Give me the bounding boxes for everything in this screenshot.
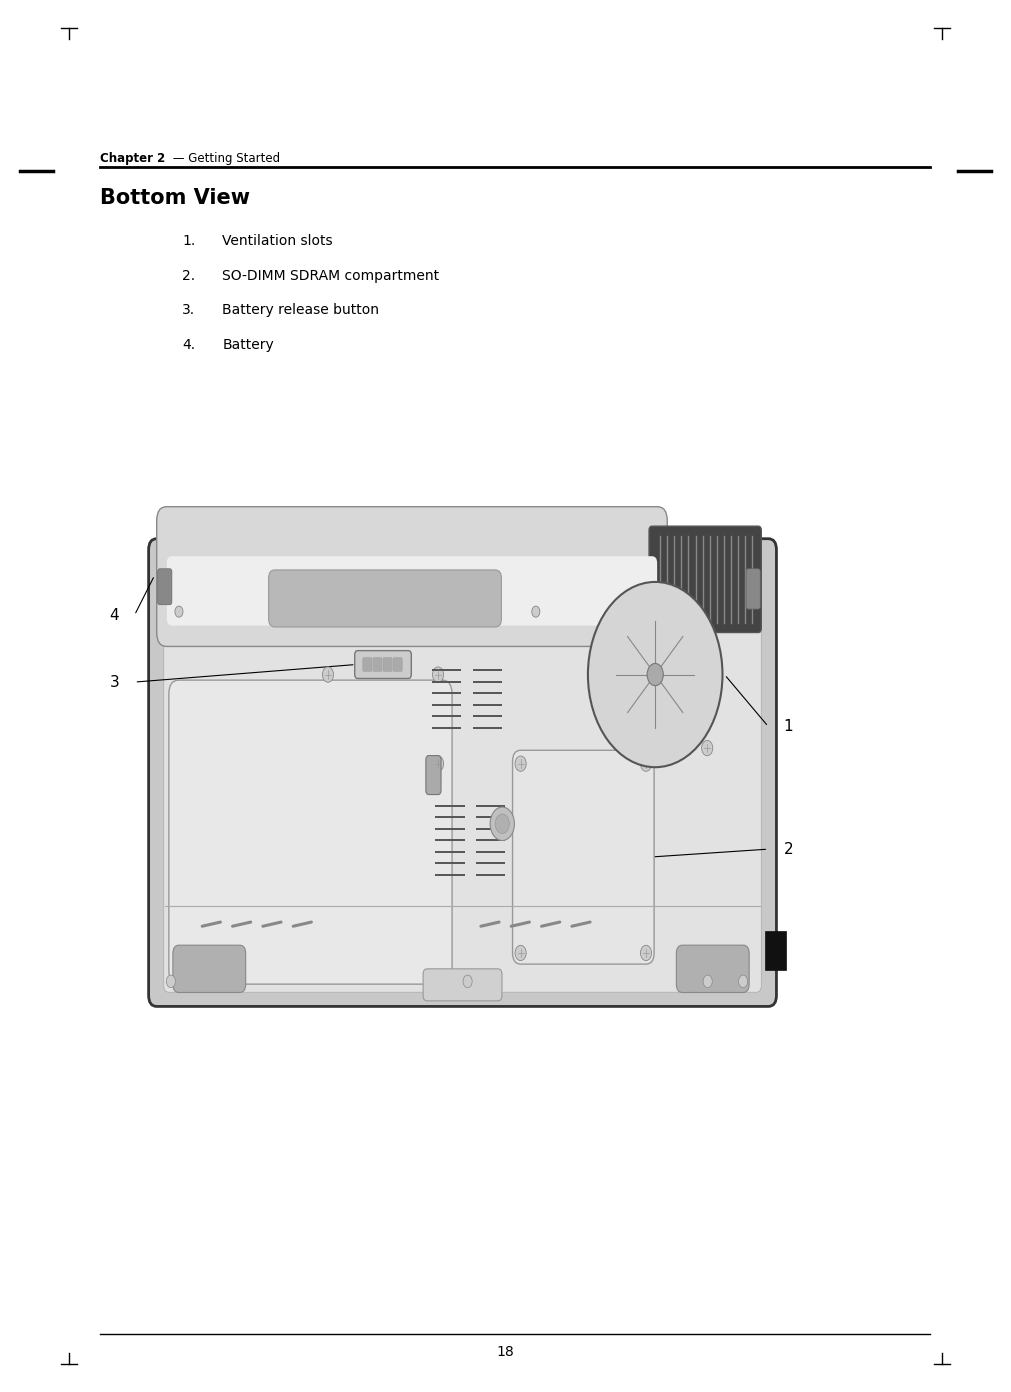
Circle shape — [601, 599, 711, 750]
FancyBboxPatch shape — [149, 539, 776, 1006]
Text: 3.: 3. — [182, 303, 195, 317]
Circle shape — [323, 667, 334, 682]
Circle shape — [175, 606, 183, 617]
Bar — [765, 931, 786, 970]
FancyBboxPatch shape — [355, 650, 411, 678]
Circle shape — [433, 667, 444, 682]
Circle shape — [490, 807, 515, 841]
Circle shape — [515, 945, 526, 960]
Circle shape — [738, 974, 747, 988]
FancyBboxPatch shape — [167, 557, 657, 625]
Text: 4: 4 — [109, 608, 119, 622]
FancyBboxPatch shape — [164, 558, 761, 992]
Circle shape — [532, 606, 540, 617]
Circle shape — [702, 741, 713, 756]
FancyBboxPatch shape — [158, 569, 172, 604]
Circle shape — [628, 741, 639, 756]
Text: 1.: 1. — [182, 234, 195, 248]
Text: Ventilation slots: Ventilation slots — [222, 234, 333, 248]
FancyBboxPatch shape — [363, 657, 372, 671]
Circle shape — [703, 974, 712, 988]
Circle shape — [166, 974, 176, 988]
Circle shape — [495, 814, 510, 834]
Text: Bottom View: Bottom View — [100, 188, 250, 207]
FancyBboxPatch shape — [169, 681, 452, 984]
Text: 2.: 2. — [182, 269, 195, 283]
Circle shape — [632, 642, 678, 707]
FancyBboxPatch shape — [373, 657, 382, 671]
Text: Battery: Battery — [222, 338, 274, 352]
FancyBboxPatch shape — [426, 756, 441, 795]
FancyBboxPatch shape — [269, 569, 501, 626]
Text: 4.: 4. — [182, 338, 195, 352]
Text: 3: 3 — [109, 675, 119, 689]
FancyBboxPatch shape — [383, 657, 392, 671]
Circle shape — [515, 756, 526, 771]
Text: SO-DIMM SDRAM compartment: SO-DIMM SDRAM compartment — [222, 269, 440, 283]
FancyBboxPatch shape — [157, 507, 667, 646]
FancyBboxPatch shape — [173, 945, 246, 992]
Text: Chapter 2: Chapter 2 — [100, 152, 166, 166]
Text: 2: 2 — [784, 842, 794, 856]
FancyBboxPatch shape — [649, 526, 761, 632]
Text: — Getting Started: — Getting Started — [169, 152, 280, 166]
Circle shape — [433, 756, 444, 771]
FancyBboxPatch shape — [746, 569, 760, 610]
Circle shape — [588, 582, 723, 767]
FancyBboxPatch shape — [423, 969, 501, 1001]
Text: 1: 1 — [784, 720, 794, 734]
Circle shape — [615, 619, 696, 731]
FancyBboxPatch shape — [513, 750, 654, 965]
FancyBboxPatch shape — [676, 945, 749, 992]
Text: Battery release button: Battery release button — [222, 303, 379, 317]
Circle shape — [641, 756, 652, 771]
Circle shape — [647, 664, 663, 686]
Text: 18: 18 — [496, 1345, 515, 1359]
Circle shape — [641, 945, 652, 960]
Circle shape — [463, 974, 472, 988]
FancyBboxPatch shape — [393, 657, 402, 671]
